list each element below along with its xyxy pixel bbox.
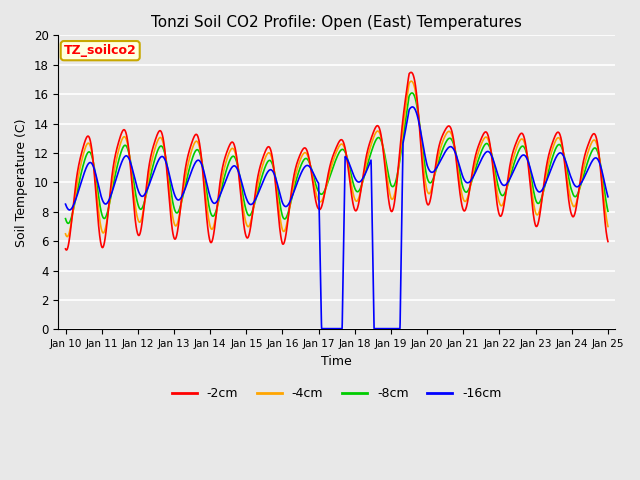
Title: Tonzi Soil CO2 Profile: Open (East) Temperatures: Tonzi Soil CO2 Profile: Open (East) Temp… (151, 15, 522, 30)
Text: TZ_soilco2: TZ_soilco2 (64, 44, 136, 57)
Y-axis label: Soil Temperature (C): Soil Temperature (C) (15, 118, 28, 247)
Legend: -2cm, -4cm, -8cm, -16cm: -2cm, -4cm, -8cm, -16cm (166, 383, 507, 406)
X-axis label: Time: Time (321, 355, 352, 368)
